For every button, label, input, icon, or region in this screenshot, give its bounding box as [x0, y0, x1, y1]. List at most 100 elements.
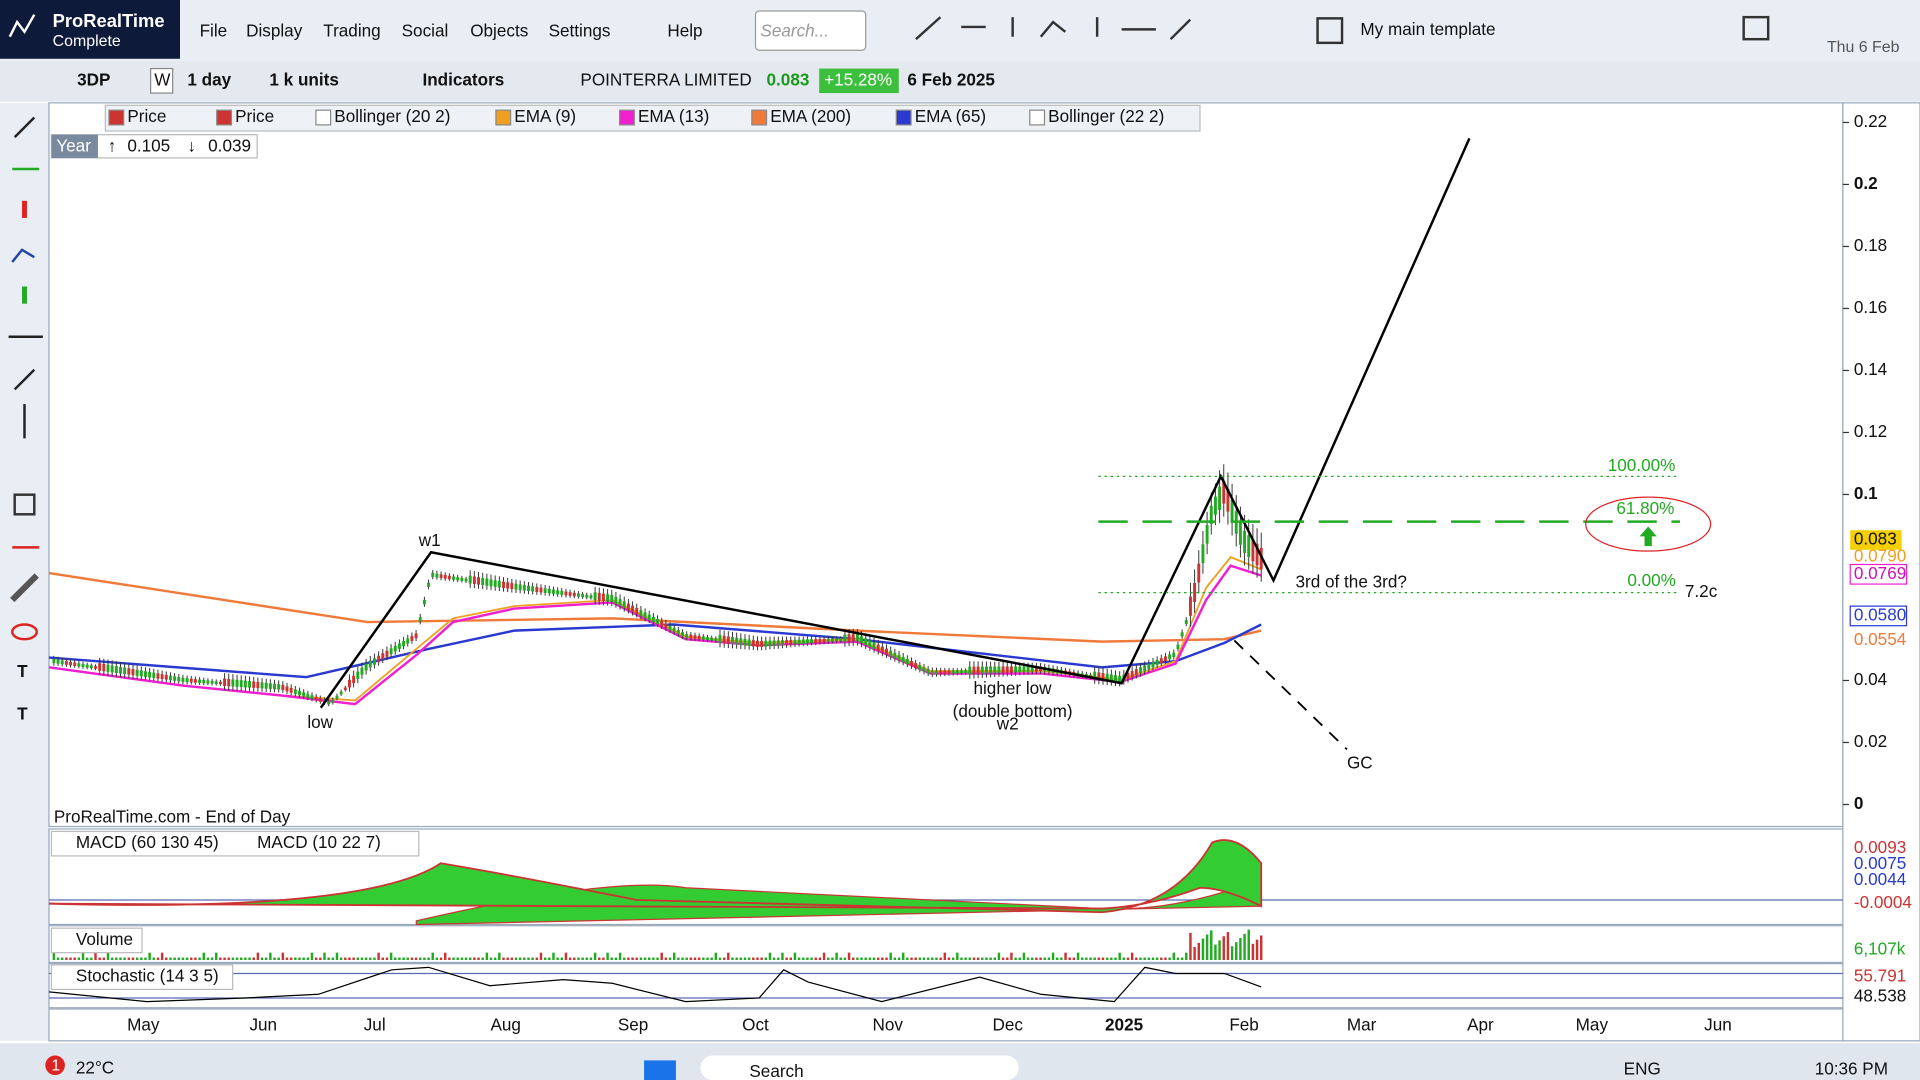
up-arrow: ↑ — [108, 135, 117, 155]
volume-bar — [1139, 957, 1142, 960]
candle — [318, 698, 322, 702]
candle — [685, 634, 689, 638]
volume-bar — [1085, 957, 1088, 960]
volume-bar — [260, 957, 264, 960]
volume-bar — [1239, 937, 1242, 960]
volume-bar — [240, 957, 243, 960]
volume-bar — [1130, 952, 1134, 960]
clock: 10:36 PM — [1815, 1059, 1888, 1079]
candle — [706, 637, 709, 641]
candle — [1151, 661, 1155, 668]
start-button[interactable] — [644, 1060, 676, 1080]
price-label: 0.083 — [1854, 529, 1897, 549]
volume-bar — [697, 957, 701, 960]
volume-bar — [414, 957, 418, 960]
volume-bar — [444, 952, 447, 960]
volume-bar — [306, 957, 310, 960]
y-tick-label: 0.2 — [1854, 173, 1878, 193]
candle — [847, 634, 851, 642]
legend-item[interactable]: Price — [127, 106, 166, 126]
year-bg — [51, 134, 98, 158]
volume-bar — [852, 957, 855, 960]
legend-item[interactable]: EMA (65) — [915, 106, 986, 126]
search-box[interactable] — [754, 10, 867, 51]
volume-bar — [181, 957, 185, 960]
candle — [81, 663, 85, 668]
menu-item[interactable]: File — [200, 20, 228, 40]
volume-bar — [439, 957, 443, 960]
volume-bar — [627, 957, 630, 960]
volume-bar — [568, 957, 572, 960]
candle — [168, 675, 172, 681]
volume-bar — [398, 957, 401, 960]
volume-bar — [868, 957, 872, 960]
y-tick-label: 0.02 — [1854, 731, 1887, 751]
indicators[interactable]: Indicators — [422, 69, 504, 89]
candle — [1030, 666, 1034, 672]
volume-bar — [910, 957, 913, 960]
candle — [447, 575, 451, 580]
volume-bar — [90, 957, 93, 960]
volume-bar — [1172, 952, 1176, 960]
volume-bar — [1089, 957, 1092, 960]
legend-item[interactable]: Bollinger (20 2) — [334, 106, 450, 126]
candle — [710, 637, 714, 641]
legend-item[interactable]: Bollinger (22 2) — [1048, 106, 1164, 126]
volume-bar — [1189, 932, 1192, 960]
candle — [789, 639, 793, 645]
candle — [1139, 667, 1142, 674]
candle — [872, 642, 876, 649]
menu-item[interactable]: Settings — [549, 20, 611, 40]
volume-bar — [460, 957, 464, 960]
candle — [972, 666, 976, 675]
legend-item[interactable]: Price — [235, 106, 274, 126]
units[interactable]: 1 k units — [269, 69, 338, 89]
left-toolbar — [0, 102, 49, 1041]
candle — [1201, 544, 1205, 564]
menu-item[interactable]: Social — [402, 20, 449, 40]
candle — [735, 637, 739, 645]
x-tick-label: Sep — [618, 1015, 648, 1035]
volume-bar — [1180, 957, 1184, 960]
candle — [460, 577, 464, 581]
volume-bar — [52, 952, 56, 960]
badge — [45, 1055, 65, 1076]
legend-item[interactable]: EMA (200) — [770, 106, 851, 126]
candle — [156, 673, 160, 679]
volume-bar — [531, 957, 534, 960]
menu-item[interactable]: Objects — [470, 20, 528, 40]
volume-bar — [473, 957, 476, 960]
volume-bar — [373, 957, 376, 960]
volume-bar — [215, 952, 218, 960]
menu-item[interactable]: Help — [667, 20, 702, 40]
ticker[interactable]: 3DP — [77, 69, 110, 89]
volume-bar — [56, 957, 60, 960]
candle — [681, 632, 685, 637]
volume-bar — [127, 957, 131, 960]
volume-bar — [1160, 957, 1163, 960]
candle — [452, 576, 456, 580]
volume-bar — [972, 957, 976, 960]
candle — [160, 674, 164, 680]
period[interactable]: W — [154, 69, 171, 89]
volume-bar — [718, 957, 722, 960]
candle — [127, 668, 131, 675]
volume-bar — [327, 957, 330, 960]
candle — [422, 599, 426, 605]
candle — [381, 653, 385, 660]
volume-bar — [468, 957, 472, 960]
volume-bar — [98, 957, 101, 960]
legend-item[interactable]: EMA (13) — [638, 106, 709, 126]
candle — [485, 578, 489, 586]
menu-item[interactable]: Trading — [323, 20, 380, 40]
template[interactable]: My main template — [1360, 19, 1495, 39]
legend-item[interactable]: EMA (9) — [514, 106, 576, 126]
candle — [1251, 539, 1255, 562]
taskbar-search[interactable] — [700, 1055, 1019, 1080]
price-label: 0.0769 — [1854, 563, 1906, 583]
candle — [1130, 670, 1134, 678]
timeframe[interactable]: 1 day — [187, 69, 231, 89]
macd-label: MACD (10 22 7) — [257, 832, 381, 852]
menu-item[interactable]: Display — [246, 20, 303, 40]
candle — [1168, 654, 1172, 660]
